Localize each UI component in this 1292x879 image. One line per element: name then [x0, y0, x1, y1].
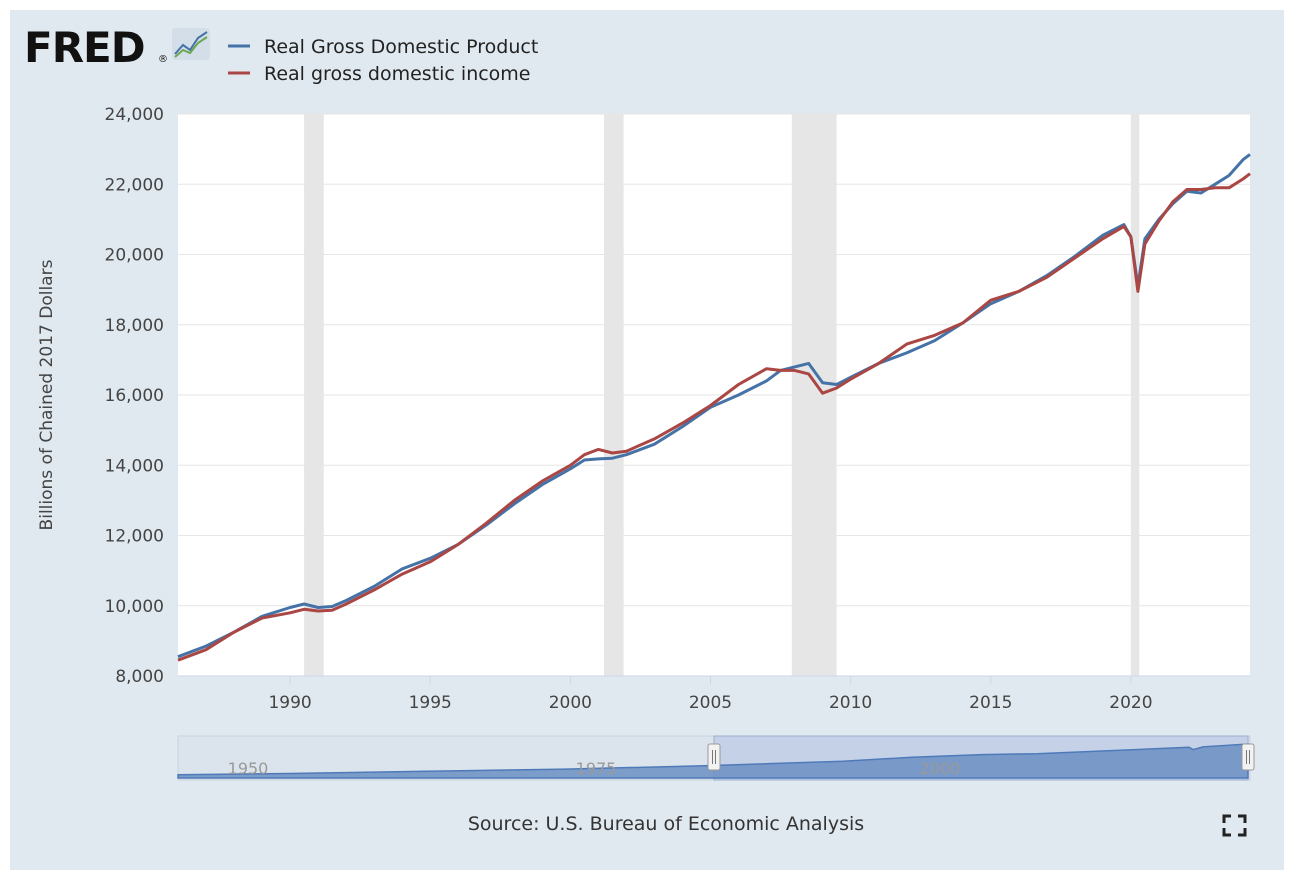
y-axis-label: Billions of Chained 2017 Dollars	[37, 259, 57, 530]
x-tick-label: 1995	[409, 693, 452, 713]
fred-logo[interactable]: FRED	[24, 23, 146, 72]
chart-svg: FRED ® Real Gross Domestic Product Real …	[24, 23, 1255, 837]
x-tick-label: 2010	[829, 693, 872, 713]
navigator-tick: 2000	[920, 759, 961, 778]
x-tick-label: 2020	[1109, 693, 1152, 713]
y-tick-label: 22,000	[105, 175, 164, 195]
series-line-gdi[interactable]	[177, 172, 1251, 662]
series-lines	[177, 153, 1251, 662]
y-tick-label: 10,000	[105, 597, 164, 617]
navigator-right-handle[interactable]	[1241, 743, 1255, 771]
fred-logo-registered: ®	[158, 54, 168, 65]
navigator-tick: 1950	[228, 759, 269, 778]
x-tick-label: 2005	[689, 693, 732, 713]
chart-panel: FRED ® Real Gross Domestic Product Real …	[10, 10, 1284, 870]
y-tick-label: 8,000	[115, 667, 164, 687]
line-graph-icon	[172, 28, 210, 60]
y-axis: 8,000 10,000 12,000 14,000 16,000 18,000 20,00…	[105, 105, 164, 687]
x-tick-label: 2015	[969, 693, 1012, 713]
x-tick-label: 1990	[268, 693, 311, 713]
source-label: Source: U.S. Bureau of Economic Analysis	[468, 813, 864, 835]
navigator-series	[177, 743, 1249, 779]
navigator-left-handle[interactable]	[707, 743, 721, 771]
legend-gdp-label[interactable]: Real Gross Domestic Product	[264, 36, 538, 58]
x-tick-label: 2000	[549, 693, 592, 713]
x-axis: 1990 1995 2000 2005 2010 2015 2020	[178, 675, 1250, 713]
fullscreen-icon[interactable]	[1222, 814, 1247, 837]
navigator-tick: 1975	[576, 759, 617, 778]
y-tick-label: 12,000	[105, 527, 164, 547]
y-tick-label: 24,000	[105, 105, 164, 125]
y-tick-label: 14,000	[105, 456, 164, 476]
y-tick-label: 20,000	[105, 246, 164, 266]
legend-gdi-label: Real gross domestic income	[264, 63, 531, 85]
y-tick-label: 16,000	[105, 386, 164, 406]
y-tick-label: 18,000	[105, 316, 164, 336]
